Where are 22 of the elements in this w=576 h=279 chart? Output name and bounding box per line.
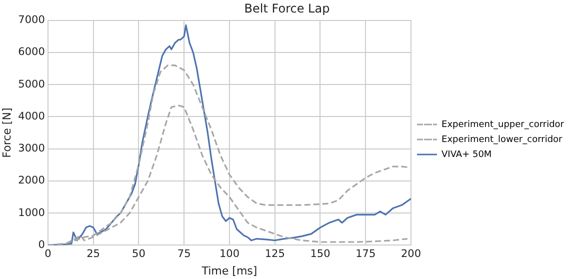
y-tick-label: 5000 (18, 78, 45, 90)
x-tick-label: 150 (310, 248, 330, 260)
x-tick-label: 25 (86, 248, 100, 260)
x-tick-label: 200 (400, 248, 422, 260)
x-tick-label: 50 (132, 248, 146, 260)
y-tick-label: 4000 (18, 110, 45, 122)
legend-label: Experiment_lower_corridor (442, 134, 563, 145)
y-tick-label: 7000 (18, 14, 45, 26)
legend-label: Experiment_upper_corridor (442, 120, 564, 130)
y-tick-label: 0 (38, 238, 45, 251)
legend-label: VIVA+ 50M (442, 150, 492, 160)
y-tick-label: 2000 (18, 174, 45, 187)
y-tick-label: 1000 (18, 206, 45, 219)
x-tick-label: 100 (219, 248, 240, 260)
y-tick-label: 3000 (18, 142, 45, 155)
y-axis-title: Force [N] (0, 108, 14, 158)
x-tick-label: 175 (356, 248, 376, 260)
x-tick-label: 75 (177, 248, 191, 260)
x-axis-title: Time [ms] (200, 264, 258, 278)
x-tick-label: 125 (264, 248, 285, 260)
chart-title: Belt Force Lap (244, 1, 330, 16)
y-tick-label: 6000 (18, 46, 45, 58)
